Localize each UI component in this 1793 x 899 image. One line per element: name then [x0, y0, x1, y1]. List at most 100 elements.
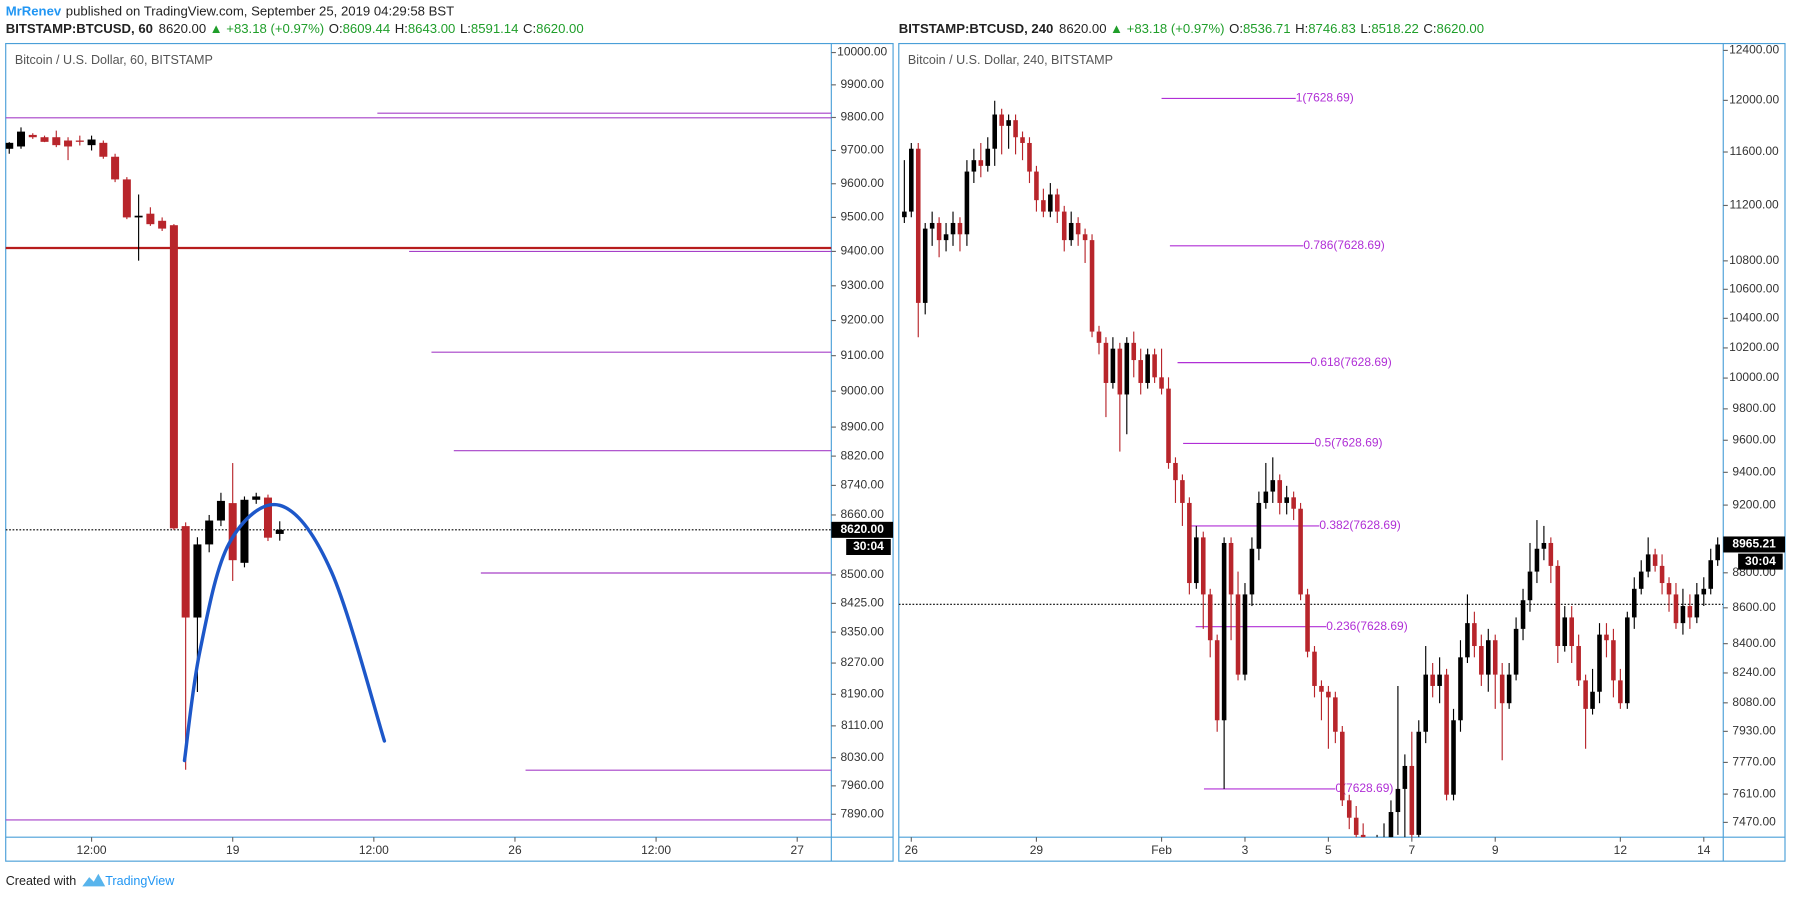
candle-body: [40, 137, 49, 142]
candle-body: [1235, 594, 1241, 675]
symbol-header: BITSTAMP:BTCUSD, 60 8620.00 ▲ +83.18 (+0.9…: [6, 21, 584, 36]
candle-body: [964, 171, 970, 235]
candle-body: [228, 503, 237, 561]
ohlc-value: 8746.83: [1308, 21, 1356, 36]
ohlc-label: O:: [1229, 21, 1243, 36]
candle-body: [1291, 497, 1296, 509]
y-tick-label: 8240.00: [1732, 665, 1776, 679]
y-tick-label: 8110.00: [841, 718, 884, 732]
candle-body: [1680, 606, 1686, 624]
candle-body: [1604, 634, 1609, 641]
candle-body: [1263, 491, 1269, 503]
candle-body: [216, 500, 225, 521]
candle-body: [1513, 628, 1519, 675]
y-tick-label: 12400.00: [1729, 43, 1779, 57]
candle-body: [1541, 542, 1547, 549]
candle-body: [169, 225, 178, 529]
ohlc-value: 8609.44: [343, 21, 391, 36]
candle-body: [1312, 651, 1317, 686]
candle-body: [1054, 194, 1060, 212]
candle-body: [1249, 548, 1255, 595]
y-tick-label: 8900.00: [840, 419, 884, 433]
ohlc-label: H:: [1295, 21, 1308, 36]
candle-body: [1013, 120, 1018, 138]
candle-body: [1152, 354, 1157, 378]
candle-body: [915, 148, 921, 303]
candle-body: [1458, 657, 1463, 721]
fib-label: 0.382(7628.69): [1319, 518, 1400, 532]
y-tick-label: 7610.00: [1732, 786, 1776, 800]
candle-body: [950, 222, 956, 235]
candle-body: [1228, 542, 1234, 595]
x-tick-label: 19: [226, 843, 240, 857]
candle-body: [1631, 588, 1637, 618]
candle-body: [992, 114, 998, 149]
candle-body: [28, 134, 37, 138]
candle-body: [1360, 834, 1366, 838]
candle-body: [275, 529, 284, 534]
candle-body: [1298, 508, 1303, 595]
ohlc-label: C:: [523, 21, 536, 36]
author[interactable]: MrRenev: [6, 4, 62, 19]
candle-body: [1652, 554, 1658, 566]
candle-body: [1340, 731, 1345, 801]
candle-body: [1006, 120, 1011, 126]
y-tick-label: 9800.00: [1732, 401, 1776, 415]
last-price-label: 8620.00: [840, 522, 884, 536]
symbol: BITSTAMP:BTCUSD, 240: [899, 21, 1054, 36]
y-tick-label: 7890.00: [840, 806, 884, 820]
x-tick-label: 12:00: [359, 843, 389, 857]
candle-body: [1194, 537, 1199, 584]
ohlc-label: C:: [1423, 21, 1436, 36]
candle-body: [943, 234, 949, 241]
fib-label: 0.618(7628.69): [1310, 355, 1391, 369]
y-tick-label: 10600.00: [1729, 282, 1779, 296]
candle-body: [1096, 331, 1102, 343]
candle-body: [1715, 544, 1720, 561]
footer-brand[interactable]: TradingView: [105, 874, 175, 888]
ohlc-label: L:: [1360, 21, 1371, 36]
y-tick-label: 8600.00: [1732, 600, 1776, 614]
candle-body: [1492, 640, 1498, 675]
candle-body: [1159, 377, 1164, 389]
y-tick-label: 7770.00: [1732, 755, 1776, 769]
y-tick-label: 7470.00: [1732, 815, 1776, 829]
y-tick-label: 10000.00: [1729, 370, 1779, 384]
chart-title: Bitcoin / U.S. Dollar, 240, BITSTAMP: [908, 53, 1113, 67]
candle-body: [1611, 640, 1616, 681]
candle-body: [929, 222, 935, 229]
x-tick-label: 5: [1325, 843, 1332, 857]
candle-body: [263, 497, 272, 538]
candle-body: [1256, 502, 1262, 549]
y-tick-label: 8660.00: [840, 507, 884, 521]
y-tick-label: 9600.00: [1732, 432, 1776, 446]
candle-body: [1590, 691, 1595, 709]
x-tick-label: 3: [1242, 843, 1249, 857]
price: 8620.00: [1059, 21, 1107, 36]
countdown-tag: [1738, 553, 1783, 570]
y-tick-label: 9700.00: [840, 143, 884, 157]
y-tick-label: 8425.00: [840, 596, 884, 610]
tradingview-logo[interactable]: [82, 873, 106, 887]
candle-body: [1479, 646, 1484, 675]
ohlc-value: 8591.14: [471, 21, 519, 36]
candle-body: [1319, 685, 1324, 692]
candle-body: [1368, 852, 1373, 858]
candle-body: [1207, 594, 1213, 641]
plot-area: [5, 112, 832, 821]
y-tick-label: 8080.00: [1732, 695, 1776, 709]
x-tick-label: 29: [1030, 843, 1044, 857]
ohlc-label: H:: [395, 21, 408, 36]
candle-body: [111, 156, 120, 180]
candle-body: [1382, 841, 1387, 847]
candle-body: [1353, 817, 1359, 835]
x-tick-label: 26: [508, 843, 522, 857]
ohlc-label: O:: [329, 21, 343, 36]
candle-body: [1687, 606, 1693, 618]
y-tick-label: 9200.00: [1732, 497, 1776, 511]
ohlc-value: 8536.71: [1243, 21, 1291, 36]
candle-body: [1618, 680, 1623, 704]
candle-body: [1694, 594, 1700, 618]
candle-body: [134, 215, 143, 218]
y-tick-label: 10800.00: [1729, 253, 1779, 267]
